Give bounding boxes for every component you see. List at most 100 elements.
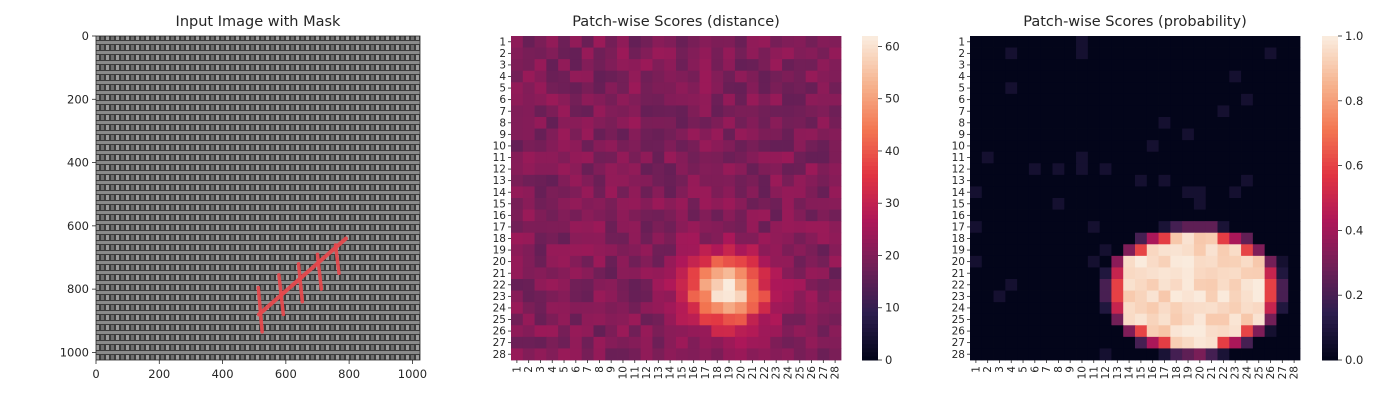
heatmap-cell <box>1052 151 1065 164</box>
heatmap-cell <box>1158 279 1171 291</box>
colorbar-segment <box>862 287 878 292</box>
heatmap-cell <box>1040 325 1053 338</box>
heatmap-cell <box>805 47 818 60</box>
heatmap-cell <box>1005 163 1018 176</box>
heatmap-cell <box>734 255 748 268</box>
heatmap-cell <box>723 105 736 118</box>
heatmap-cell <box>546 232 559 245</box>
heatmap-cell <box>652 313 665 326</box>
heatmap-cell <box>1193 151 1207 164</box>
heatmap-cell <box>581 163 594 176</box>
heatmap-cell <box>1017 140 1030 153</box>
heatmap-cell <box>1135 163 1148 176</box>
heatmap-cell <box>676 244 689 257</box>
heatmap-cell <box>1229 290 1242 303</box>
heatmap-cell <box>782 70 795 83</box>
x-tick-label: 21 <box>1206 366 1218 379</box>
heatmap-cell <box>569 209 583 222</box>
heatmap-cell <box>569 151 583 164</box>
heatmap-cell <box>758 198 771 210</box>
colorbar-tick-label: 60 <box>885 39 900 53</box>
heatmap-cell <box>1252 313 1266 326</box>
heatmap-cell <box>981 174 994 187</box>
heatmap-cell <box>1040 255 1053 268</box>
heatmap-cell <box>605 128 618 141</box>
heatmap-cell <box>970 186 983 199</box>
heatmap-cell <box>1028 232 1042 245</box>
heatmap-cell <box>805 174 818 187</box>
heatmap-cell <box>1288 232 1301 245</box>
heatmap-cell <box>676 325 689 338</box>
heatmap-cell <box>1205 140 1218 153</box>
x-tick-label: 9 <box>1065 366 1077 373</box>
heatmap-cell <box>1264 302 1277 315</box>
heatmap-cell <box>1252 47 1266 60</box>
heatmap-cell <box>605 221 618 234</box>
heatmap-cell <box>1193 70 1207 83</box>
colorbar-segment <box>862 112 878 118</box>
heatmap-cell <box>1040 232 1053 245</box>
heatmap-cell <box>593 313 606 326</box>
heatmap-cell <box>652 244 665 257</box>
colorbar-segment <box>862 161 878 167</box>
heatmap-cell <box>1276 221 1289 234</box>
colorbar-segment <box>862 327 878 333</box>
heatmap-cell <box>581 128 594 141</box>
heatmap-cell <box>1158 59 1171 72</box>
heatmap-cell <box>569 255 583 268</box>
heatmap-cell <box>1205 209 1218 222</box>
heatmap-cell <box>676 302 689 315</box>
heatmap-cell <box>1217 325 1230 338</box>
heatmap-cell <box>805 232 818 245</box>
heatmap-cell <box>617 140 630 153</box>
heatmap-cell <box>676 163 689 176</box>
x-tick-label: 11 <box>1088 366 1100 379</box>
heatmap-cell <box>1182 325 1195 338</box>
heatmap-cell <box>1205 82 1218 95</box>
x-tick-label: 200 <box>148 367 170 381</box>
heatmap-cell <box>1241 82 1254 95</box>
heatmap-cell <box>628 302 642 315</box>
heatmap-cell <box>1005 70 1018 83</box>
heatmap-cell <box>1111 82 1124 95</box>
heatmap-cell <box>569 36 583 48</box>
heatmap-cell <box>805 209 818 222</box>
colorbar-segment <box>862 307 878 312</box>
heatmap-cell <box>1005 336 1018 349</box>
heatmap-cell <box>734 267 748 280</box>
heatmap-cell <box>723 336 736 349</box>
probability-heatmap-x-axis: 1 2 3 4 5 6 7 8 9 10 11 12 13 14 15 16 17 18 19 20 21 22 23 24 2… <box>970 360 1301 379</box>
heatmap-cell <box>1288 174 1301 187</box>
heatmap-cell <box>734 174 748 187</box>
heatmap-cell <box>1028 325 1042 338</box>
x-tick-label: 4 <box>1006 366 1018 373</box>
heatmap-cell <box>1017 325 1030 338</box>
x-tick-label: 5 <box>559 366 571 373</box>
heatmap-cell <box>569 186 583 199</box>
heatmap-cell <box>970 302 983 315</box>
heatmap-cell <box>558 59 571 72</box>
heatmap-cell <box>628 279 642 291</box>
heatmap-cell <box>511 82 524 95</box>
heatmap-cell <box>1028 93 1042 106</box>
heatmap-cell <box>581 325 594 338</box>
heatmap-cell <box>569 313 583 326</box>
x-tick-label: 4 <box>547 366 559 373</box>
heatmap-cell <box>593 47 606 60</box>
heatmap-cell <box>1076 348 1089 361</box>
colorbar-segment <box>1322 307 1338 312</box>
heatmap-cell <box>558 140 571 153</box>
heatmap-cell <box>981 151 994 164</box>
colorbar-segment <box>862 121 878 126</box>
heatmap-cell <box>770 209 783 222</box>
heatmap-cell <box>699 105 712 118</box>
heatmap-cell <box>970 117 983 129</box>
heatmap-cell <box>1064 232 1077 245</box>
colorbar-segment <box>862 234 878 239</box>
heatmap-cell <box>1229 128 1242 141</box>
heatmap-cell <box>569 93 583 106</box>
heatmap-cell <box>746 348 759 361</box>
heatmap-cell <box>1229 279 1242 291</box>
heatmap-cell <box>1205 163 1218 176</box>
heatmap-cell <box>805 151 818 164</box>
